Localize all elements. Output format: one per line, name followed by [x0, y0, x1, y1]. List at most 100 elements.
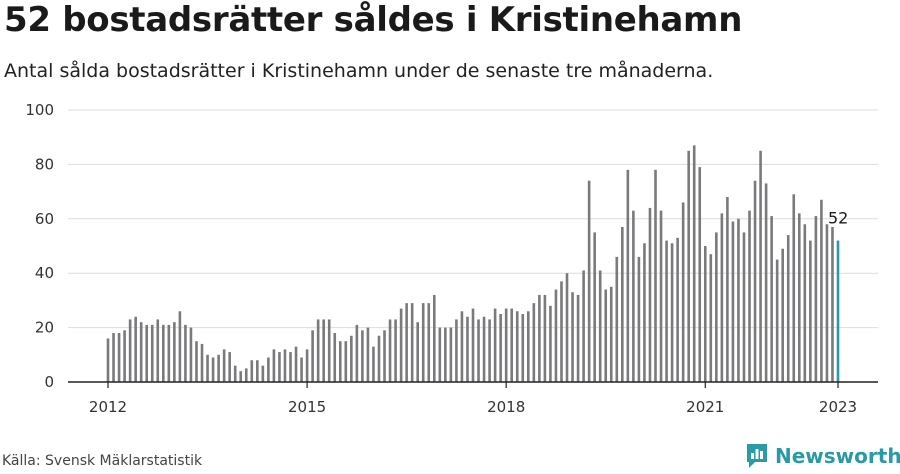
- bar: [432, 294, 436, 382]
- bar: [117, 333, 121, 382]
- bar: [781, 248, 784, 382]
- latest-value-label: 52: [828, 209, 848, 228]
- y-tick-label: 0: [44, 373, 54, 391]
- y-tick-label: 60: [35, 210, 54, 228]
- bar: [814, 216, 818, 382]
- bar: [128, 319, 132, 382]
- bar: [797, 213, 801, 382]
- bar: [228, 352, 231, 382]
- y-tick-label: 20: [35, 319, 54, 337]
- bar: [344, 341, 348, 382]
- bar: [272, 349, 276, 382]
- bar: [759, 150, 762, 382]
- bar: [421, 303, 425, 382]
- bar: [311, 330, 314, 382]
- bar: [764, 183, 768, 382]
- bar: [316, 319, 320, 382]
- bar: [770, 216, 773, 382]
- bar: [803, 224, 807, 382]
- bar: [427, 303, 431, 382]
- bar: [184, 324, 187, 382]
- bar: [167, 324, 171, 382]
- bar: [206, 354, 209, 382]
- bar: [244, 368, 248, 382]
- bar: [709, 254, 713, 382]
- bar: [438, 327, 442, 382]
- bar: [565, 273, 569, 382]
- bar: [753, 180, 757, 382]
- bar: [582, 270, 585, 382]
- bar: [178, 311, 182, 382]
- bar: [786, 235, 790, 382]
- bar: [703, 246, 707, 382]
- bar: [715, 232, 718, 382]
- bar: [261, 365, 265, 382]
- bar: [659, 210, 663, 382]
- bar: [504, 308, 508, 382]
- x-tick-label: 2021: [686, 398, 724, 416]
- bar: [134, 316, 137, 382]
- bar: [681, 202, 685, 382]
- bar: [322, 319, 325, 382]
- bar: [460, 311, 464, 382]
- bar: [377, 335, 381, 382]
- bar: [123, 330, 126, 382]
- bar: [654, 169, 657, 382]
- bar: [775, 259, 779, 382]
- bar: [217, 354, 220, 382]
- bar: [372, 346, 375, 382]
- bar: [632, 210, 635, 382]
- bar: [587, 180, 591, 382]
- x-tick-label: 2018: [487, 398, 525, 416]
- bar: [239, 371, 243, 382]
- bar: [493, 308, 497, 382]
- bar: [189, 327, 193, 382]
- bar: [416, 322, 419, 382]
- bar: [554, 289, 558, 382]
- bar: [305, 349, 309, 382]
- bar: [338, 341, 342, 382]
- bar: [687, 150, 690, 382]
- bar: [256, 360, 259, 382]
- bar: [388, 319, 392, 382]
- x-tick-label: 2012: [89, 398, 127, 416]
- bar: [444, 327, 447, 382]
- bar-chart: 0 20 40 60 80 100 2012 2015 2018 2021 2023 52: [25, 101, 878, 416]
- newsworthy-logo-icon: [747, 444, 767, 468]
- bar: [471, 308, 475, 382]
- bar: [809, 240, 812, 382]
- bar: [482, 316, 486, 382]
- bar: [327, 319, 331, 382]
- bar: [731, 221, 735, 382]
- bar: [405, 303, 408, 382]
- bar: [670, 243, 674, 382]
- bar: [560, 281, 563, 382]
- bar: [449, 327, 453, 382]
- brand-name: Newsworthy: [775, 444, 900, 468]
- bar: [488, 319, 491, 382]
- bar: [598, 270, 602, 382]
- bar: [698, 167, 702, 382]
- brand-logo[interactable]: Newsworthy: [745, 442, 900, 470]
- bar: [200, 343, 204, 382]
- bar: [532, 303, 536, 382]
- bar: [621, 226, 624, 382]
- bar: [455, 319, 458, 382]
- bar: [383, 330, 386, 382]
- bar: [289, 352, 292, 382]
- bar: [609, 286, 613, 382]
- bar: [477, 319, 480, 382]
- gridlines: [68, 109, 878, 329]
- bar: [576, 294, 580, 382]
- y-tick-label: 80: [35, 155, 54, 173]
- bar: [333, 333, 337, 382]
- bar: [300, 357, 303, 382]
- bar-latest: [836, 240, 840, 382]
- bar: [604, 289, 608, 382]
- bar: [538, 294, 541, 382]
- bars: [106, 145, 840, 382]
- bar: [267, 357, 270, 382]
- bar: [676, 237, 679, 382]
- bar: [350, 335, 353, 382]
- bar: [283, 349, 287, 382]
